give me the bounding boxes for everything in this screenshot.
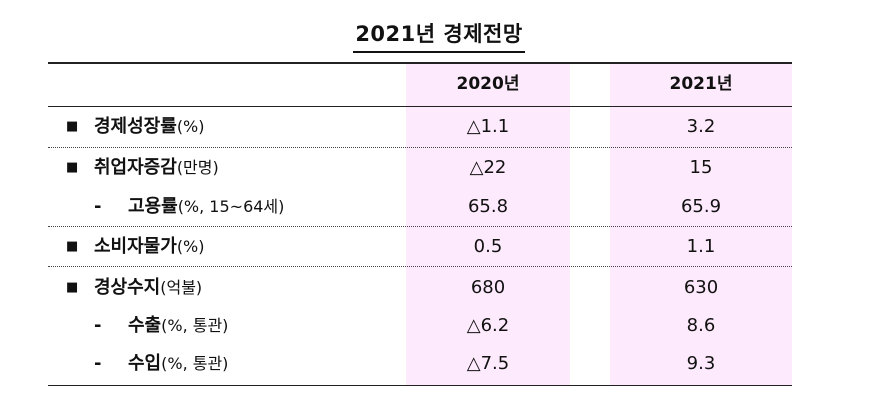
dash-marker: - bbox=[94, 196, 102, 217]
row-label-employment-rate: - 고용률(%, 15~64세) bbox=[66, 189, 284, 225]
page-title: 2021년 경제전망 bbox=[0, 18, 878, 53]
value-2020: △1.1 bbox=[466, 116, 510, 137]
value-2021: 9.3 bbox=[686, 353, 716, 374]
header-2021: 2021년 bbox=[669, 74, 733, 94]
row-label-gdp-growth: ■ 경제성장률(%) bbox=[66, 109, 205, 145]
value-2021: 1.1 bbox=[686, 236, 716, 257]
row-divider bbox=[48, 147, 792, 148]
column-highlight-2020 bbox=[406, 62, 570, 386]
square-bullet-icon: ■ bbox=[66, 239, 79, 254]
value-2020: △7.5 bbox=[466, 353, 510, 374]
row-divider bbox=[48, 266, 792, 267]
table-bottom-border bbox=[48, 385, 792, 386]
square-bullet-icon: ■ bbox=[66, 119, 79, 134]
forecast-table: 2020년 2021년 ■ 경제성장률(%) △1.1 3.2 ■ 취업자증감(만명… bbox=[48, 62, 792, 386]
header-divider bbox=[48, 106, 792, 107]
row-label-consumer-prices: ■ 소비자물가(%) bbox=[66, 229, 205, 265]
square-bullet-icon: ■ bbox=[66, 160, 79, 175]
dash-marker: - bbox=[94, 353, 102, 374]
value-2021: 65.9 bbox=[680, 196, 722, 217]
row-label-exports: - 수출(%, 통관) bbox=[66, 308, 228, 344]
row-label-employment-change: ■ 취업자증감(만명) bbox=[66, 150, 219, 186]
row-label-imports: - 수입(%, 통관) bbox=[66, 346, 228, 382]
value-2021: 630 bbox=[683, 277, 719, 298]
row-label-current-account: ■ 경상수지(억불) bbox=[66, 270, 202, 306]
value-2020: 65.8 bbox=[467, 196, 509, 217]
column-highlight-2021 bbox=[610, 62, 792, 386]
value-2020: △22 bbox=[469, 157, 507, 178]
row-divider bbox=[48, 226, 792, 227]
value-2020: △6.2 bbox=[466, 315, 510, 336]
table-top-border bbox=[48, 62, 792, 64]
value-2021: 3.2 bbox=[686, 116, 716, 137]
header-2020: 2020년 bbox=[456, 74, 520, 94]
value-2021: 15 bbox=[689, 157, 713, 178]
value-2020: 680 bbox=[470, 277, 506, 298]
value-2021: 8.6 bbox=[686, 315, 716, 336]
value-2020: 0.5 bbox=[473, 236, 503, 257]
dash-marker: - bbox=[94, 315, 102, 336]
square-bullet-icon: ■ bbox=[66, 280, 79, 295]
